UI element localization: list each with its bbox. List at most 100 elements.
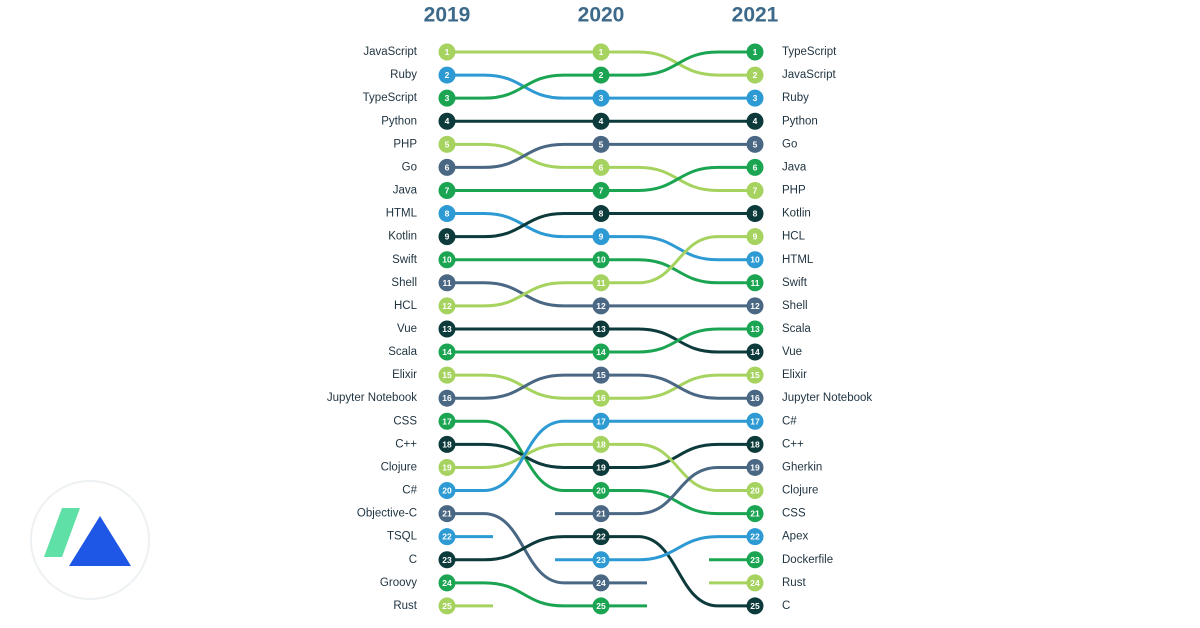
rank-label: 8 [753, 209, 758, 219]
rank-label: 15 [596, 370, 606, 380]
rank-dot [746, 458, 764, 476]
year-label: 2021 [732, 4, 779, 27]
rank-label: 24 [442, 578, 452, 588]
rank-dot [592, 66, 610, 84]
language-label: Jupyter Notebook [782, 392, 872, 404]
language-label: Ruby [782, 92, 809, 104]
rank-label: 10 [596, 255, 606, 265]
language-label: TSQL [387, 531, 418, 543]
rank-label: 18 [750, 439, 760, 449]
rank-dot [592, 482, 610, 500]
rank-dot [438, 43, 456, 61]
rank-label: 22 [750, 532, 760, 542]
rank-line [447, 212, 601, 239]
rank-dot [438, 528, 456, 546]
rank-label: 5 [753, 139, 758, 149]
language-label: HCL [782, 231, 806, 243]
rank-dot [746, 435, 764, 453]
rank-dot [746, 158, 764, 176]
rank-line [601, 165, 755, 192]
language-label: Clojure [782, 485, 818, 497]
rank-label: 1 [445, 47, 450, 57]
rank-label: 23 [442, 555, 452, 565]
language-label: Clojure [381, 461, 417, 473]
language-label: C [782, 600, 790, 612]
language-label: JavaScript [782, 69, 836, 81]
rank-dot [592, 597, 610, 615]
rank-dot [438, 458, 456, 476]
rank-label: 24 [750, 578, 760, 588]
rank-label: 13 [750, 324, 760, 334]
rank-label: 13 [596, 324, 606, 334]
language-label: Python [381, 115, 417, 127]
language-label: TypeScript [363, 92, 418, 104]
rank-dot [592, 505, 610, 523]
rank-dot [746, 112, 764, 130]
rank-label: 23 [750, 555, 760, 565]
rank-label: 2 [599, 70, 604, 80]
language-label: CSS [782, 508, 806, 520]
rank-line [447, 581, 601, 608]
rank-dot [438, 181, 456, 199]
rank-dot [592, 181, 610, 199]
rank-dot [592, 412, 610, 430]
rank-dot [746, 551, 764, 569]
rank-dot [438, 320, 456, 338]
rank-label: 17 [596, 416, 606, 426]
rank-label: 9 [445, 232, 450, 242]
rank-label: 10 [750, 255, 760, 265]
language-label: C# [782, 415, 797, 427]
rank-dot [592, 205, 610, 223]
rank-dot [592, 366, 610, 384]
rank-dot [592, 574, 610, 592]
rank-label: 25 [750, 601, 760, 611]
year-label: 2020 [578, 4, 625, 27]
rank-label: 14 [750, 347, 760, 357]
rank-line [601, 535, 755, 608]
rank-dot [746, 205, 764, 223]
rank-label: 8 [599, 209, 604, 219]
language-label: Apex [782, 531, 808, 543]
rank-label: 4 [445, 116, 450, 126]
rank-line [601, 235, 755, 285]
rank-line [601, 258, 755, 285]
language-label: HCL [394, 300, 418, 312]
rank-dot [746, 574, 764, 592]
language-label: C# [402, 485, 417, 497]
rank-line [447, 535, 601, 562]
rank-dot [746, 412, 764, 430]
language-label: Kotlin [388, 231, 417, 243]
rank-label: 13 [442, 324, 452, 334]
language-label: Shell [782, 300, 808, 312]
rank-label: 14 [596, 347, 606, 357]
language-label: Go [402, 161, 417, 173]
rank-label: 2 [753, 70, 758, 80]
rank-dot [592, 389, 610, 407]
rank-dot [592, 551, 610, 569]
language-label: CSS [393, 415, 417, 427]
rank-dot [438, 274, 456, 292]
rank-dot [438, 135, 456, 153]
rank-dot [592, 112, 610, 130]
language-label: Rust [393, 600, 417, 612]
rank-dot [746, 343, 764, 361]
rank-dot [438, 89, 456, 107]
rank-dot [592, 135, 610, 153]
rank-label: 5 [599, 139, 604, 149]
rank-dot [746, 297, 764, 315]
language-label: C++ [782, 438, 804, 450]
rank-label: 3 [445, 93, 450, 103]
rank-dot [438, 366, 456, 384]
rank-dot [592, 458, 610, 476]
language-label: Java [393, 185, 418, 197]
language-label: Swift [782, 277, 808, 289]
language-label: Kotlin [782, 208, 811, 220]
rank-label: 11 [443, 278, 452, 288]
rank-line [447, 73, 601, 100]
rank-dot [592, 89, 610, 107]
language-label: Rust [782, 577, 806, 589]
rank-line [601, 327, 755, 354]
language-label: Jupyter Notebook [327, 392, 417, 404]
rank-dot [592, 343, 610, 361]
